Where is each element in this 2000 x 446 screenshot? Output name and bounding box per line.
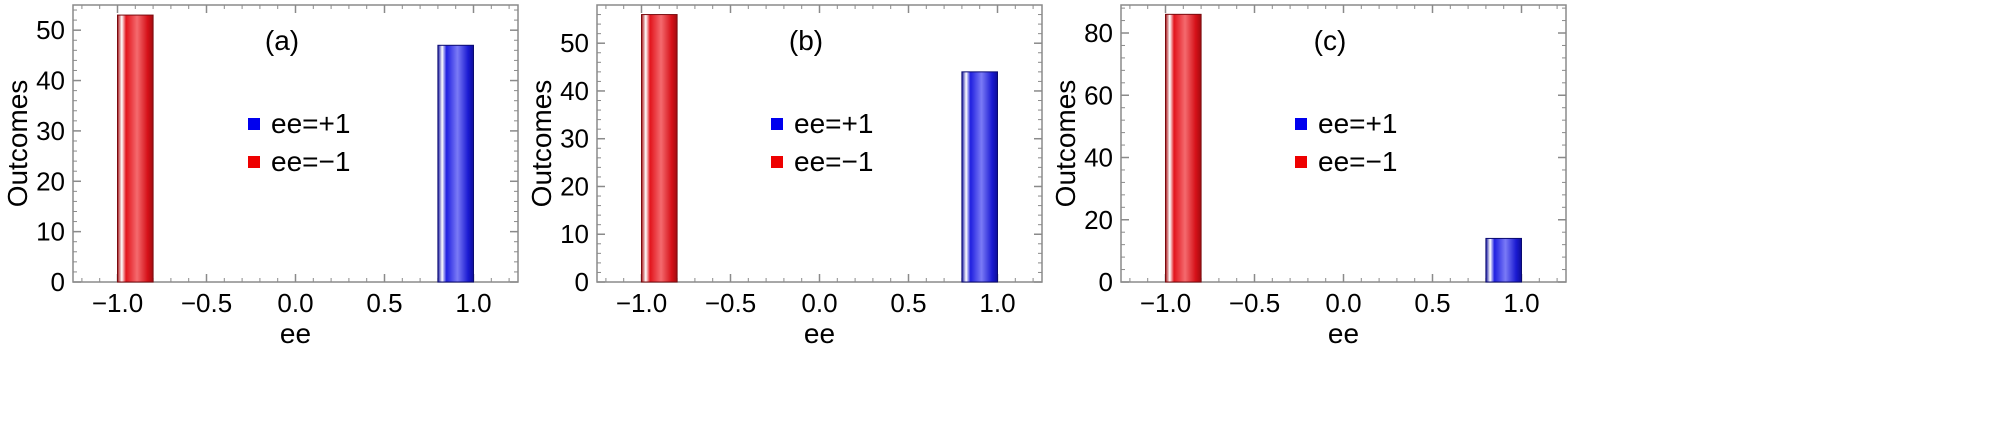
x-tick-label: 1.0 [979, 288, 1015, 318]
x-tick-label: 0.5 [1414, 288, 1450, 318]
y-tick-label: 20 [36, 166, 65, 196]
x-tick-label: −1.0 [92, 288, 143, 318]
y-tick-label: 0 [575, 267, 589, 297]
legend-label: ee=+1 [794, 108, 873, 139]
y-tick-label: 50 [36, 15, 65, 45]
y-tick-label: 80 [1084, 18, 1113, 48]
x-axis-title: ee [804, 318, 835, 349]
y-tick-label: 20 [560, 171, 589, 201]
y-tick-label: 0 [1099, 267, 1113, 297]
y-tick-label: 40 [36, 66, 65, 96]
x-tick-label: −1.0 [1140, 288, 1191, 318]
x-tick-label: 0.0 [801, 288, 837, 318]
y-tick-label: 30 [560, 124, 589, 154]
x-tick-label: 1.0 [1503, 288, 1539, 318]
legend-swatch [1295, 118, 1307, 130]
chart-panel-2: −1.0 −0.5 0.0 0.5 1.0 0 20 40 60 80 ee Outcomes (c) e… [1050, 4, 1567, 349]
legend-label: ee=−1 [271, 146, 350, 177]
bar-ee-minus-1 [1165, 13, 1202, 283]
bar-ee-plus-1 [961, 71, 999, 283]
y-tick-label: 10 [560, 219, 589, 249]
y-axis-title: Outcomes [1050, 80, 1081, 208]
x-axis-title: ee [280, 318, 311, 349]
x-axis-title: ee [1328, 318, 1359, 349]
legend-swatch [248, 156, 260, 168]
bar-ee-minus-1 [117, 14, 154, 283]
y-axis-title: Outcomes [526, 80, 557, 208]
y-tick-label: 0 [51, 267, 65, 297]
panel-label: (c) [1314, 25, 1347, 56]
x-tick-label: −0.5 [705, 288, 756, 318]
chart-panel-0: −1.0 −0.5 0.0 0.5 1.0 0 10 20 30 40 50 ee Outcomes (a… [2, 4, 519, 349]
x-tick-label: −0.5 [1229, 288, 1280, 318]
legend-label: ee=−1 [794, 146, 873, 177]
x-tick-label: −0.5 [181, 288, 232, 318]
x-tick-label: 0.5 [366, 288, 402, 318]
y-tick-label: 30 [36, 116, 65, 146]
legend-label: ee=+1 [271, 108, 350, 139]
panel-label: (b) [789, 25, 823, 56]
legend-swatch [248, 118, 260, 130]
legend-label: ee=+1 [1318, 108, 1397, 139]
legend-swatch [771, 118, 783, 130]
y-tick-label: 60 [1084, 80, 1113, 110]
panel-label: (a) [265, 25, 299, 56]
bar-ee-minus-1 [641, 14, 678, 283]
y-tick-label: 40 [1084, 143, 1113, 173]
bar-ee-plus-1 [437, 44, 474, 283]
x-tick-label: −1.0 [616, 288, 667, 318]
x-tick-label: 0.5 [890, 288, 926, 318]
chart-panel-1: −1.0 −0.5 0.0 0.5 1.0 0 10 20 30 40 50 ee Outcomes (b… [526, 4, 1043, 349]
y-tick-label: 50 [560, 28, 589, 58]
y-tick-label: 10 [36, 217, 65, 247]
y-tick-label: 20 [1084, 205, 1113, 235]
y-tick-label: 40 [560, 76, 589, 106]
y-axis-title: Outcomes [2, 80, 33, 208]
legend-swatch [771, 156, 783, 168]
x-tick-label: 0.0 [277, 288, 313, 318]
x-tick-label: 1.0 [455, 288, 491, 318]
bar-ee-plus-1 [1485, 237, 1523, 283]
legend-swatch [1295, 156, 1307, 168]
legend-label: ee=−1 [1318, 146, 1397, 177]
x-tick-label: 0.0 [1325, 288, 1361, 318]
